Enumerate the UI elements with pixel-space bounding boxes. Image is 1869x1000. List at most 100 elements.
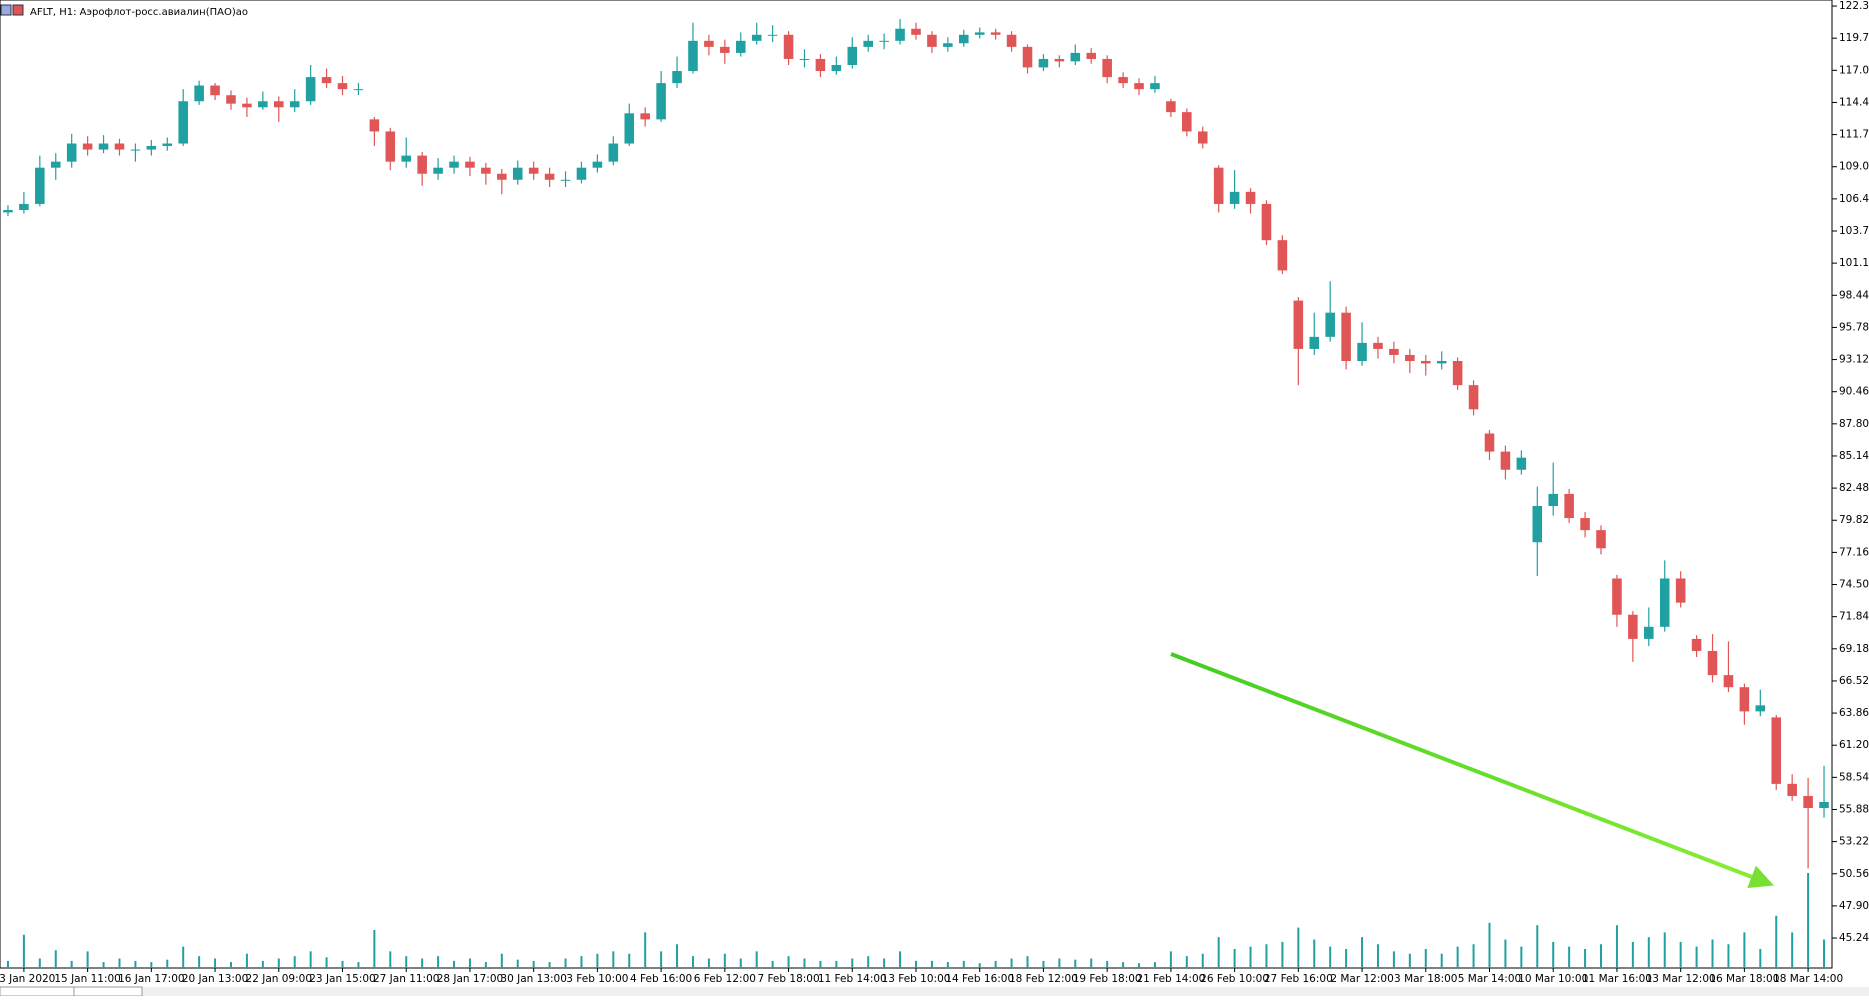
volume-bar bbox=[962, 960, 965, 968]
volume-bar bbox=[1185, 956, 1188, 968]
volume-bar bbox=[468, 958, 471, 968]
y-tick-label: 66.52 bbox=[1839, 675, 1869, 687]
volume-bar bbox=[245, 953, 248, 968]
candle-body bbox=[481, 167, 491, 174]
y-tick-label: 71.84 bbox=[1839, 611, 1869, 623]
volume-bar bbox=[1138, 963, 1141, 968]
x-tick-label: 26 Feb 10:00 bbox=[1200, 973, 1269, 985]
volume-bar bbox=[723, 953, 726, 968]
x-tick-label: 14 Feb 16:00 bbox=[945, 973, 1014, 985]
volume-bar bbox=[70, 960, 73, 968]
volume-bar bbox=[1600, 944, 1603, 968]
volume-bar bbox=[915, 960, 917, 968]
x-tick-label: 4 Feb 16:00 bbox=[630, 973, 692, 985]
candle-body bbox=[1038, 58, 1049, 68]
candle-body bbox=[305, 77, 316, 102]
volume-bar bbox=[660, 951, 663, 968]
candle-body bbox=[385, 131, 396, 162]
candle-body bbox=[1612, 578, 1622, 615]
volume-bar bbox=[580, 956, 583, 968]
volume-bar bbox=[182, 946, 185, 968]
x-tick-label: 13 Jan 2020 bbox=[0, 973, 55, 985]
candle-body bbox=[1229, 191, 1240, 204]
candle-body bbox=[688, 40, 698, 72]
volume-bar bbox=[102, 962, 105, 968]
y-tick-label: 114.40 bbox=[1839, 96, 1869, 108]
x-tick-label: 19 Feb 18:00 bbox=[1073, 973, 1142, 985]
volume-bar bbox=[389, 951, 392, 968]
y-tick-label: 74.50 bbox=[1839, 579, 1869, 591]
candle-body bbox=[608, 143, 619, 162]
volume-bar bbox=[1010, 958, 1013, 968]
volume-bar bbox=[1345, 949, 1348, 968]
volume-bar bbox=[341, 960, 344, 968]
candle-body bbox=[465, 161, 475, 168]
volume-bar bbox=[707, 958, 710, 968]
volume-bar bbox=[978, 963, 981, 968]
candle-body bbox=[1819, 801, 1829, 809]
x-tick-label: 16 Mar 18:00 bbox=[1709, 973, 1779, 985]
candle-body bbox=[369, 119, 380, 132]
candle-body bbox=[66, 143, 77, 162]
candle-body bbox=[50, 161, 61, 168]
volume-bar bbox=[1695, 946, 1698, 968]
chart-title: AFLT, H1: Аэрофлот-росс.авиалин(ПАО)ао bbox=[30, 7, 248, 18]
candle-body bbox=[1086, 52, 1097, 59]
volume-bar bbox=[1408, 953, 1411, 968]
candle-body bbox=[1150, 83, 1160, 90]
volume-bar bbox=[1679, 941, 1682, 968]
volume-bar bbox=[1265, 944, 1268, 968]
icon bbox=[0, 4, 12, 16]
candle-body bbox=[544, 173, 555, 180]
tab[interactable] bbox=[0, 986, 75, 997]
candle-body bbox=[1628, 614, 1638, 639]
x-tick-label: 18 Mar 14:00 bbox=[1773, 973, 1843, 985]
y-tick-label: 63.86 bbox=[1839, 707, 1869, 719]
volume-bar bbox=[516, 959, 519, 968]
volume-bar bbox=[1153, 962, 1156, 968]
volume-bar bbox=[309, 951, 312, 968]
volume-bar bbox=[1472, 944, 1475, 968]
candle-body bbox=[1803, 795, 1813, 809]
volume-bar bbox=[1584, 949, 1587, 968]
candle-body bbox=[1771, 717, 1782, 784]
volume-bar bbox=[1807, 873, 1810, 968]
volume-bar bbox=[1233, 949, 1236, 968]
candle-body bbox=[783, 34, 794, 59]
volume-bar bbox=[1647, 937, 1650, 968]
volume-bar bbox=[214, 958, 217, 968]
candle-body bbox=[1739, 687, 1750, 712]
candle-body bbox=[178, 101, 188, 144]
tab[interactable] bbox=[73, 986, 143, 997]
x-tick-label: 22 Jan 09:00 bbox=[246, 973, 312, 985]
candle-body bbox=[1500, 451, 1511, 470]
candle-body bbox=[959, 34, 969, 44]
volume-bar bbox=[1281, 941, 1284, 968]
candle-body bbox=[19, 203, 29, 210]
y-tick-label: 69.18 bbox=[1839, 643, 1869, 655]
candle-body bbox=[911, 28, 921, 35]
volume-bar bbox=[596, 953, 599, 968]
candle-body bbox=[672, 71, 682, 84]
candle-body bbox=[98, 143, 109, 150]
volume-bar bbox=[6, 960, 9, 968]
volume-bar bbox=[1329, 946, 1332, 968]
x-tick-label: 11 Feb 14:00 bbox=[818, 973, 887, 985]
y-tick-label: 109.08 bbox=[1839, 161, 1869, 173]
volume-bar bbox=[612, 951, 615, 968]
candle-body bbox=[1197, 131, 1208, 144]
volume-bar bbox=[1313, 939, 1316, 968]
candle-body bbox=[863, 40, 873, 47]
y-tick-label: 98.44 bbox=[1839, 289, 1869, 301]
volume-bar bbox=[229, 962, 232, 968]
volume-bar bbox=[134, 960, 137, 968]
volume-bar bbox=[86, 951, 89, 968]
candle-body bbox=[528, 167, 539, 174]
volume-bar bbox=[1042, 960, 1045, 968]
candle-body bbox=[1261, 203, 1272, 241]
x-tick-label: 11 Mar 16:00 bbox=[1582, 973, 1652, 985]
x-tick-label: 6 Feb 12:00 bbox=[694, 973, 756, 985]
candle-body bbox=[401, 155, 412, 162]
x-tick-label: 27 Feb 16:00 bbox=[1264, 973, 1333, 985]
volume-bar bbox=[1217, 937, 1220, 968]
